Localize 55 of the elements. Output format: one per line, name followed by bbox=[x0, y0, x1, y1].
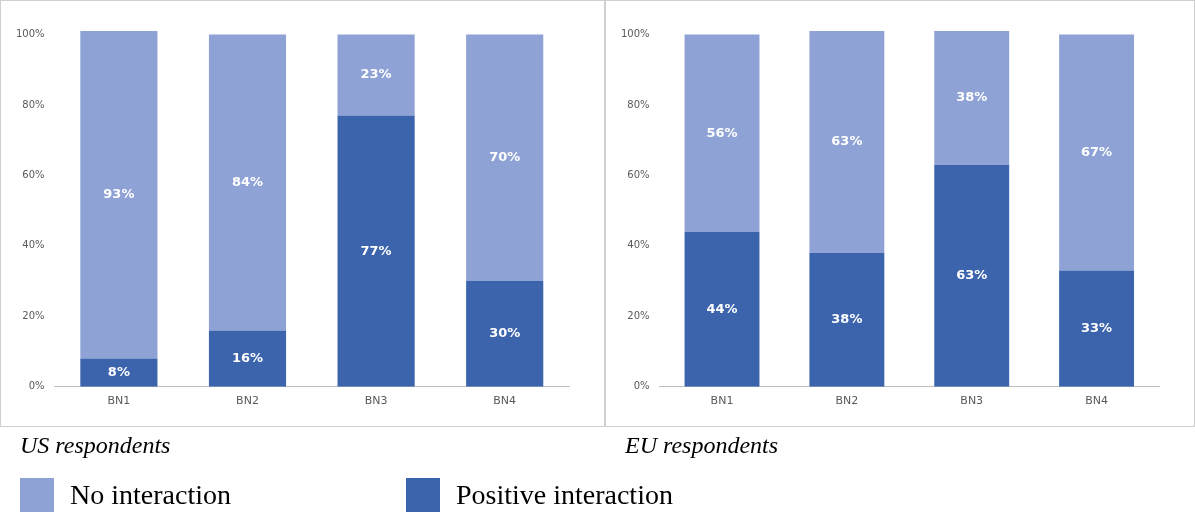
legend-label: No interaction bbox=[70, 479, 231, 511]
x-tick-label: BN1 bbox=[710, 394, 734, 408]
bar bbox=[337, 34, 415, 116]
x-tick-label: BN3 bbox=[960, 394, 984, 408]
bar bbox=[809, 31, 885, 253]
y-tick-label: 100% bbox=[16, 28, 45, 40]
bar bbox=[208, 34, 287, 331]
bar bbox=[1059, 34, 1135, 271]
bar bbox=[934, 164, 1010, 387]
data-label: 63% bbox=[831, 133, 863, 149]
bar bbox=[466, 34, 544, 282]
x-tick-label: BN2 bbox=[236, 394, 259, 408]
data-label: 16% bbox=[231, 349, 264, 365]
y-tick-label: 80% bbox=[627, 98, 650, 110]
y-tick-label: 0% bbox=[28, 380, 45, 392]
data-label: 70% bbox=[489, 149, 521, 165]
data-label: 38% bbox=[956, 89, 988, 105]
data-label: 77% bbox=[360, 242, 392, 258]
data-label: 38% bbox=[831, 311, 863, 327]
x-tick-label: BN2 bbox=[835, 394, 859, 408]
bar bbox=[934, 31, 1010, 165]
bar bbox=[337, 115, 415, 387]
data-label: 84% bbox=[231, 173, 264, 189]
y-tick-label: 80% bbox=[22, 98, 45, 110]
x-tick-label: BN4 bbox=[1085, 394, 1108, 408]
bar bbox=[684, 231, 760, 387]
legend-label: Positive interaction bbox=[455, 479, 673, 511]
bar bbox=[1059, 270, 1135, 387]
bar bbox=[208, 330, 287, 387]
y-tick-label: 20% bbox=[22, 309, 45, 321]
y-tick-label: 100% bbox=[621, 28, 650, 40]
data-label: 8% bbox=[107, 364, 130, 380]
bar bbox=[809, 252, 885, 387]
x-tick-label: BN4 bbox=[493, 394, 517, 408]
data-label: 44% bbox=[706, 300, 738, 316]
y-tick-label: 60% bbox=[22, 169, 45, 181]
text: EU respondents bbox=[625, 432, 779, 459]
text: US respondents bbox=[20, 432, 171, 459]
data-label: 93% bbox=[103, 186, 135, 202]
y-tick-label: 40% bbox=[627, 239, 650, 251]
data-label: 23% bbox=[360, 66, 392, 82]
x-tick-label: BN1 bbox=[107, 394, 131, 408]
bar bbox=[684, 34, 760, 232]
y-tick-label: 60% bbox=[627, 169, 650, 181]
data-label: 33% bbox=[1081, 320, 1113, 336]
data-label: 56% bbox=[706, 124, 738, 140]
x-tick-label: BN3 bbox=[364, 394, 388, 408]
data-label: 30% bbox=[489, 325, 521, 341]
data-label: 67% bbox=[1081, 143, 1113, 159]
y-tick-label: 0% bbox=[633, 380, 650, 392]
bar bbox=[466, 281, 544, 387]
bar bbox=[80, 31, 158, 359]
data-label: 63% bbox=[956, 267, 988, 283]
y-tick-label: 40% bbox=[22, 239, 45, 251]
y-tick-label: 20% bbox=[627, 309, 650, 321]
